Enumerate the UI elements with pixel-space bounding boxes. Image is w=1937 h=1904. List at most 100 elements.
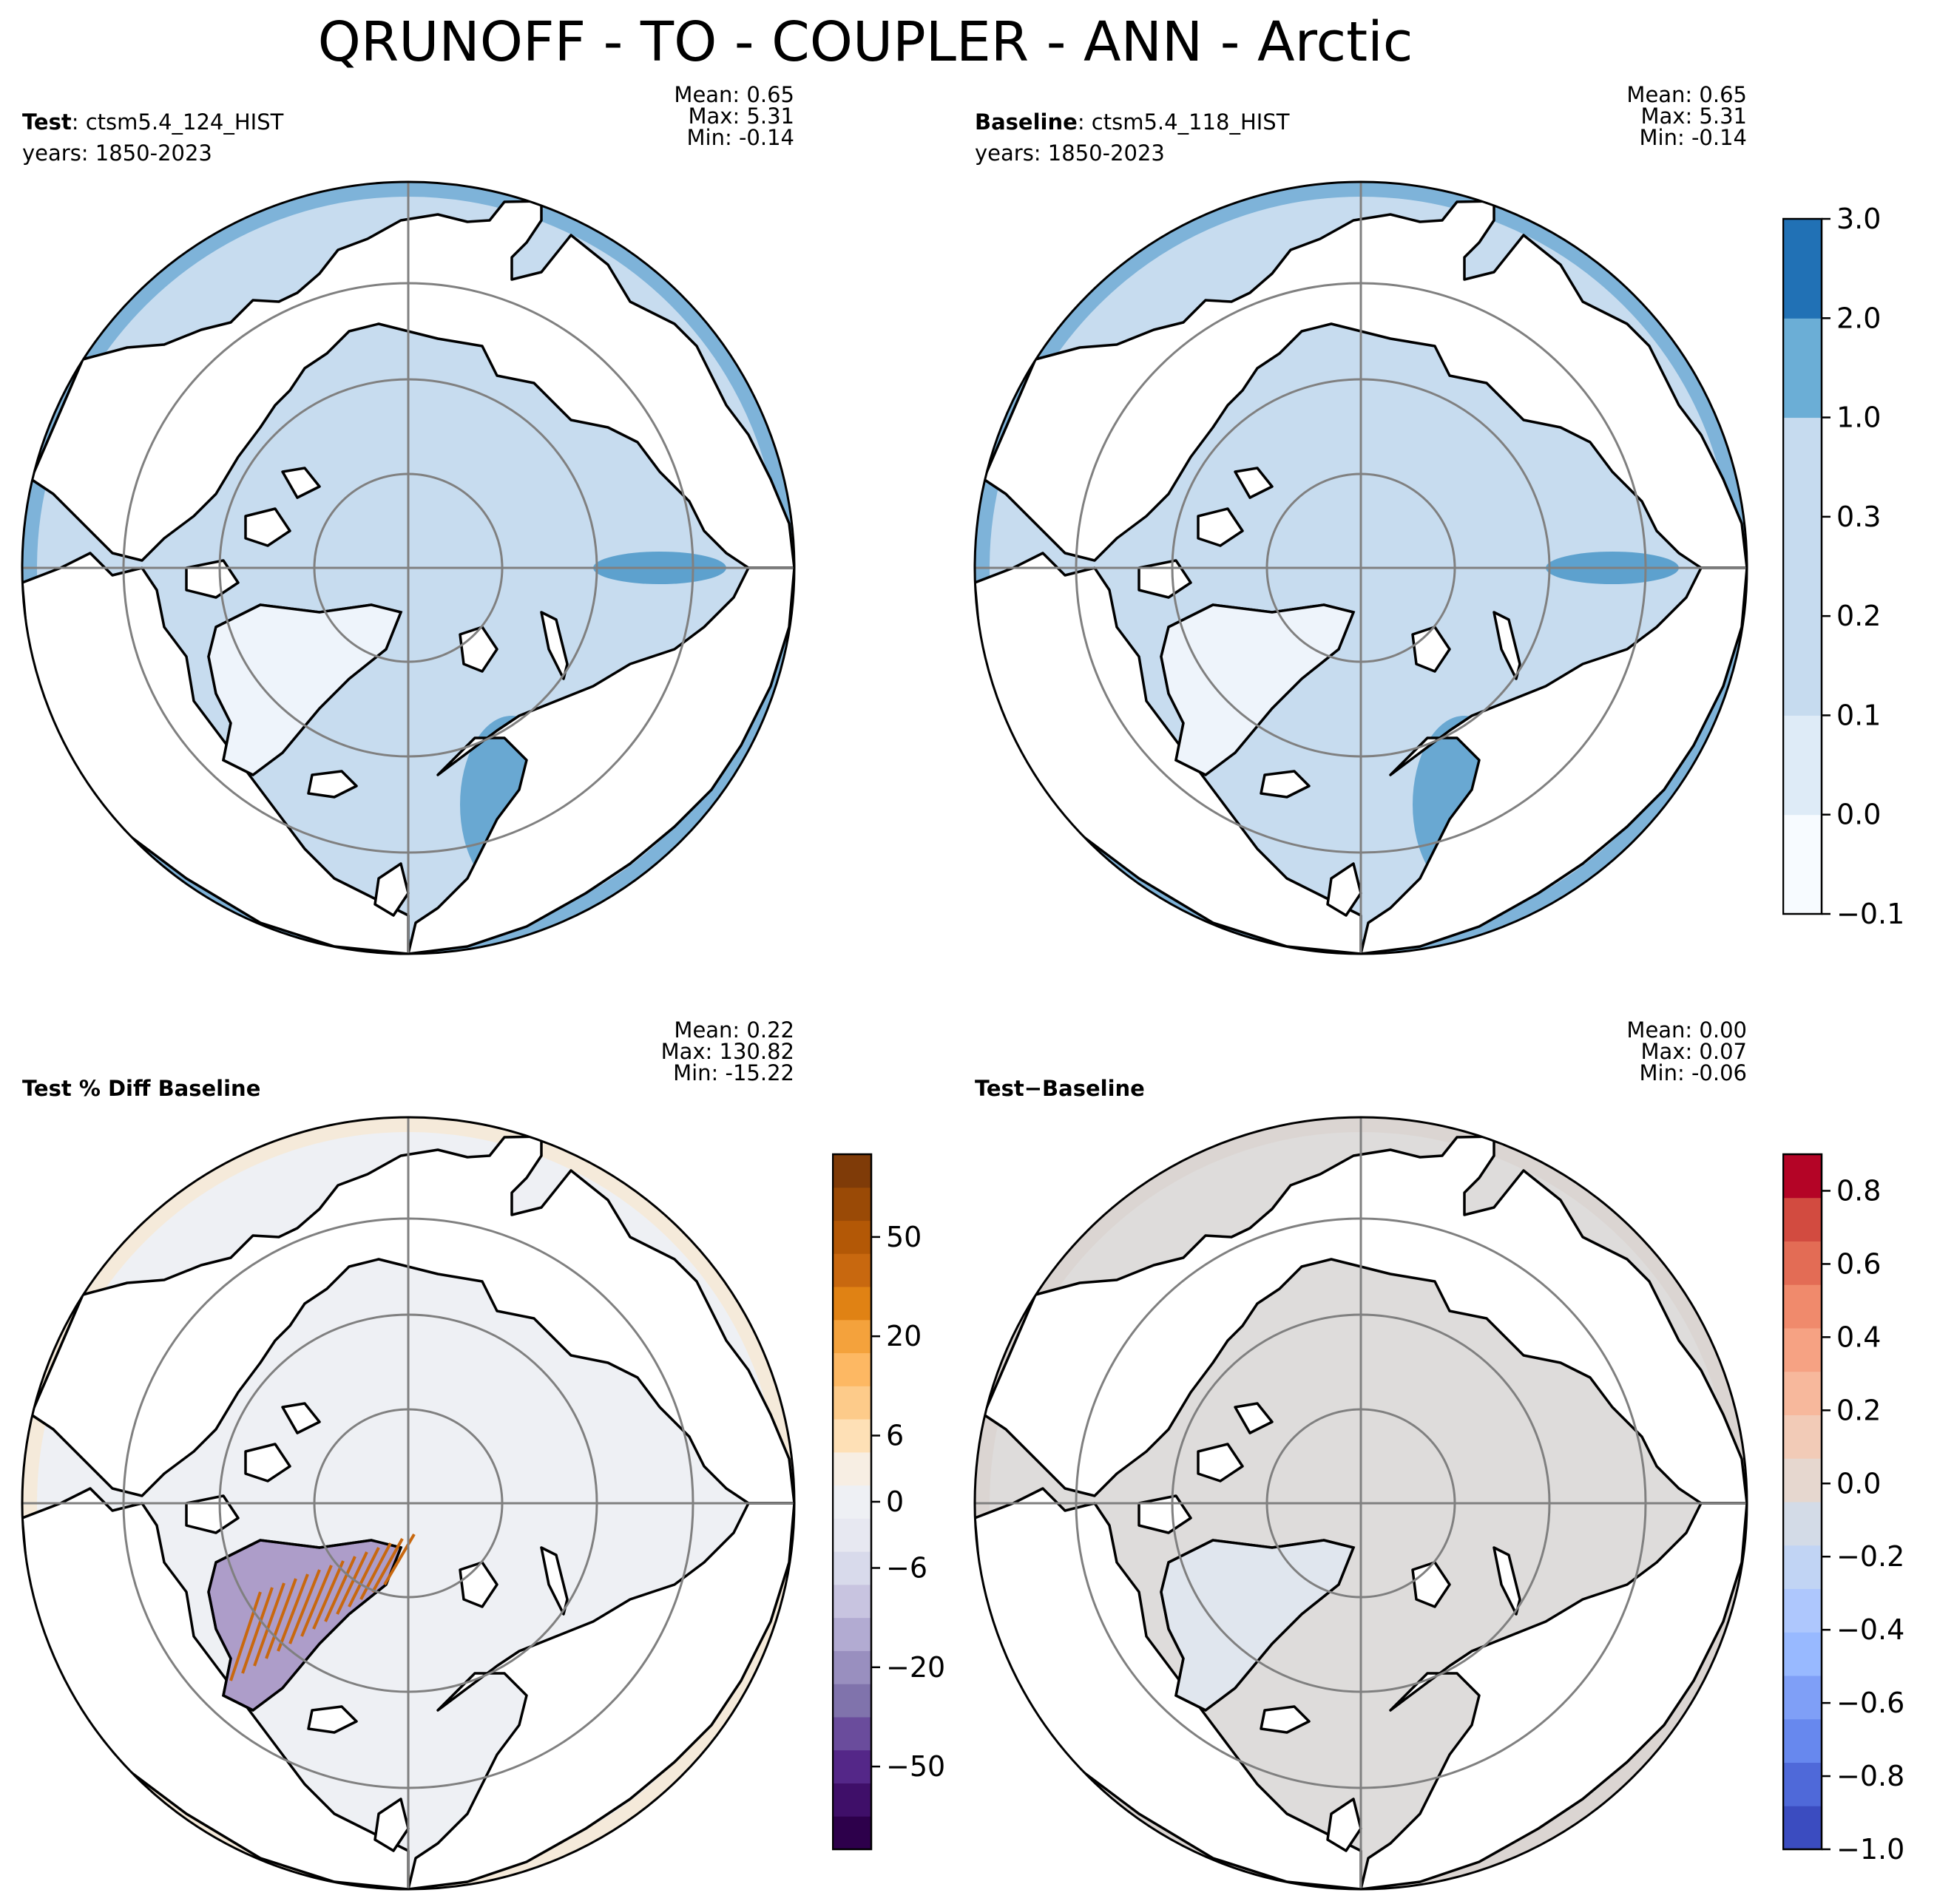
pctdiff-anomaly-stroke [241,1587,274,1674]
colorbar-segment [833,1584,871,1619]
greenland-field [1160,603,1356,777]
colorbar-tick-label: 0.0 [1836,799,1881,831]
colorbar-tick-label: −0.6 [1836,1687,1904,1719]
coastline [244,1443,291,1483]
colorbar-tick-label: 0.3 [1836,501,1881,533]
colorbar-segment [833,1551,871,1585]
colorbar-segment [1783,1154,1822,1199]
map-boundary [21,1116,796,1891]
panel-test-label-bold: Test [22,109,72,135]
colorbar-segment [1783,1458,1822,1502]
colorbar-tick-label: 0.1 [1836,699,1881,731]
map-diff [973,1116,1748,1891]
colorbar-tick-label: −0.1 [1836,898,1904,930]
colorbar-tick-label: −0.2 [1836,1540,1904,1573]
panel-diff-label-rest: −Baseline [1024,1076,1145,1101]
panel-pctdiff-stats: Mean: 0.22 Max: 130.82 Min: -15.22 [661,1020,794,1084]
colorbar-tick-label: 0.2 [1836,600,1881,632]
panel-baseline-mean: Mean: 0.65 [1626,82,1747,107]
panel-test-stats: Mean: 0.65 Max: 5.31 Min: -0.14 [674,84,794,149]
panel-diff-mean: Mean: 0.00 [1626,1017,1747,1043]
panel-test-label: Test: ctsm5.4_124_HIST [22,111,283,133]
colorbar-segment [1783,1632,1822,1676]
colorbar-segment [1783,814,1822,915]
pctdiff-anomaly-stroke [288,1569,321,1644]
colorbar-segment [833,1749,871,1783]
colorbar-segment [1783,1676,1822,1720]
colorbar-segment [833,1154,871,1188]
figure-title: QRUNOFF - TO - COUPLER - ANN - Arctic [317,10,1413,74]
colorbar-main: 3.0 2.0 1.0 0.3 0.2 0.1 0.0 −0.1 [1782,207,1904,930]
panel-test-mean: Mean: 0.65 [674,82,794,107]
pctdiff-anomaly-stroke [336,1551,368,1615]
panel-test-years: years: 1850-2023 [22,140,212,166]
coastline [1234,1402,1274,1434]
colorbar-segment [1783,715,1822,816]
colorbar-segment [1783,219,1822,319]
coastline [1234,467,1274,499]
colorbar-tick-label: −20 [886,1651,945,1684]
colorbar-diff: 0.8 0.6 0.4 0.2 0.0 −0.2 −0.4 −0.6 −0.8 −1.0 [1782,1153,1904,1866]
panel-pctdiff-max: Max: 130.82 [660,1039,794,1064]
colorbar-segment [1783,1371,1822,1415]
map-boundary [973,1116,1748,1891]
pctdiff-anomaly-stroke [324,1556,356,1622]
colorbar-segment [1783,1328,1822,1372]
coastline [373,862,410,917]
colorbar-tick-label: −6 [886,1552,927,1585]
panel-baseline-stats: Mean: 0.65 Max: 5.31 Min: -0.14 [1626,84,1747,149]
colorbar-tick-label: −1.0 [1836,1833,1904,1866]
pctdiff-anomaly-stroke [359,1542,392,1600]
panel-pctdiff-label: Test % Diff Baseline [22,1077,260,1100]
colorbar-segment [833,1220,871,1254]
pctdiff-anomaly-stroke [371,1538,404,1593]
coastline [975,552,1362,954]
colorbar-tick-label: 50 [886,1221,922,1253]
colorbar-tick-label: 0.4 [1836,1321,1881,1353]
coastline [1326,862,1362,917]
map-test [21,180,796,955]
coastline [22,1487,410,1889]
colorbar-tick-label: 20 [886,1320,922,1352]
coastline [1359,1502,1747,1889]
colorbar-tick-label: 6 [886,1419,904,1451]
colorbar-segment [833,1352,871,1386]
panel-baseline-label: Baseline: ctsm5.4_118_HIST [975,111,1289,133]
coastline [22,552,410,954]
coastline [30,200,794,569]
pctdiff-anomaly-stroke [300,1565,333,1637]
panel-baseline-min: Min: -0.14 [1639,125,1747,150]
panel-baseline-label-rest: : ctsm5.4_118_HIST [1077,109,1290,135]
panel-test-min: Min: -0.14 [686,125,794,150]
coastline [244,507,291,547]
colorbar-tick-label: 0.0 [1836,1467,1881,1500]
panel-diff-min: Min: -0.06 [1639,1060,1747,1085]
pctdiff-anomaly-stroke [348,1547,380,1607]
coastline [281,1402,321,1434]
coastline [1260,1705,1311,1734]
colorbar-tick-label: 0.2 [1836,1394,1881,1426]
coastline [373,1798,410,1852]
panel-pctdiff-mean: Mean: 0.22 [674,1017,794,1043]
colorbar-segment [1783,616,1822,716]
coastline [1197,1443,1244,1483]
coastline [30,1135,794,1505]
colorbar-segment [833,1419,871,1453]
coastline [307,770,358,799]
pctdiff-anomaly-stroke [277,1573,309,1652]
panel-baseline-years: years: 1850-2023 [975,140,1165,166]
colorbar-segment [833,1386,871,1420]
colorbar-tick-label: 0.8 [1836,1174,1881,1207]
panel-test-label-rest: : ctsm5.4_124_HIST [71,109,284,135]
colorbar-segment [1783,1284,1822,1329]
colorbar-segment [833,1451,871,1486]
colorbar-segment [833,1287,871,1321]
colorbar-pct: 50 20 6 0 −6 −20 −50 [832,1153,945,1851]
colorbar-tick-label: −50 [886,1750,945,1783]
map-boundary [21,180,796,955]
pctdiff-anomaly-stroke [312,1560,345,1630]
colorbar-tick-label: −0.4 [1836,1613,1904,1646]
colorbar-segment [833,1684,871,1718]
colorbar-segment [833,1518,871,1552]
colorbar-tick-label: 2.0 [1836,302,1881,334]
